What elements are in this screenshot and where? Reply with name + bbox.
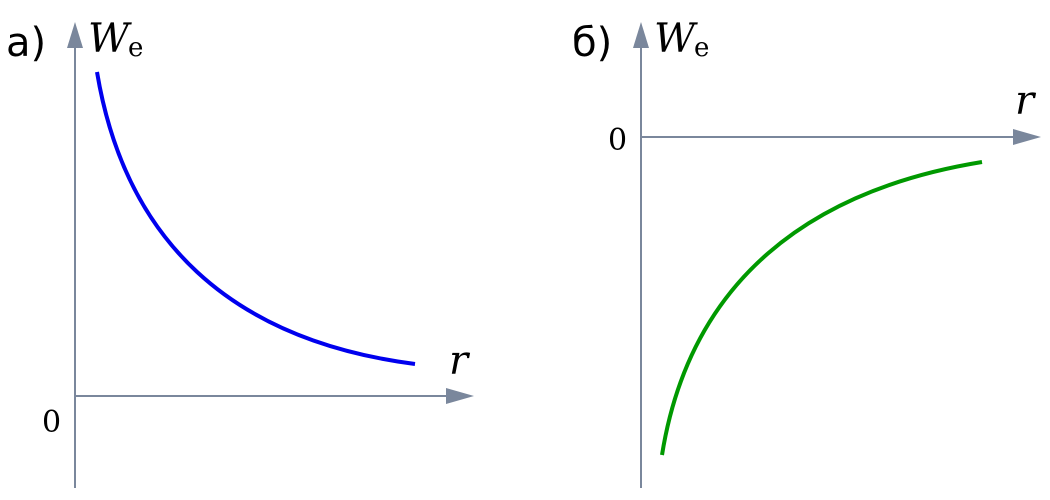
x-symbol: r bbox=[449, 338, 471, 384]
y-symbol: W bbox=[88, 16, 132, 62]
x-symbol: r bbox=[1015, 78, 1037, 124]
panel-b: б) W e r 0 bbox=[572, 16, 1041, 488]
y-subscript: e bbox=[694, 33, 709, 63]
x-arrow bbox=[446, 388, 474, 404]
curve bbox=[95, 71, 416, 366]
y-subscript: e bbox=[128, 33, 143, 63]
panel-label: а) bbox=[6, 20, 46, 66]
y-arrow bbox=[633, 22, 649, 48]
y-symbol: W bbox=[654, 16, 698, 62]
origin-label: 0 bbox=[608, 123, 627, 158]
y-arrow bbox=[67, 22, 83, 48]
origin-label: 0 bbox=[42, 405, 61, 440]
curve bbox=[660, 160, 983, 456]
panel-a: а) W e r 0 bbox=[6, 16, 474, 488]
x-arrow bbox=[1013, 129, 1041, 145]
panel-label: б) bbox=[572, 20, 612, 66]
